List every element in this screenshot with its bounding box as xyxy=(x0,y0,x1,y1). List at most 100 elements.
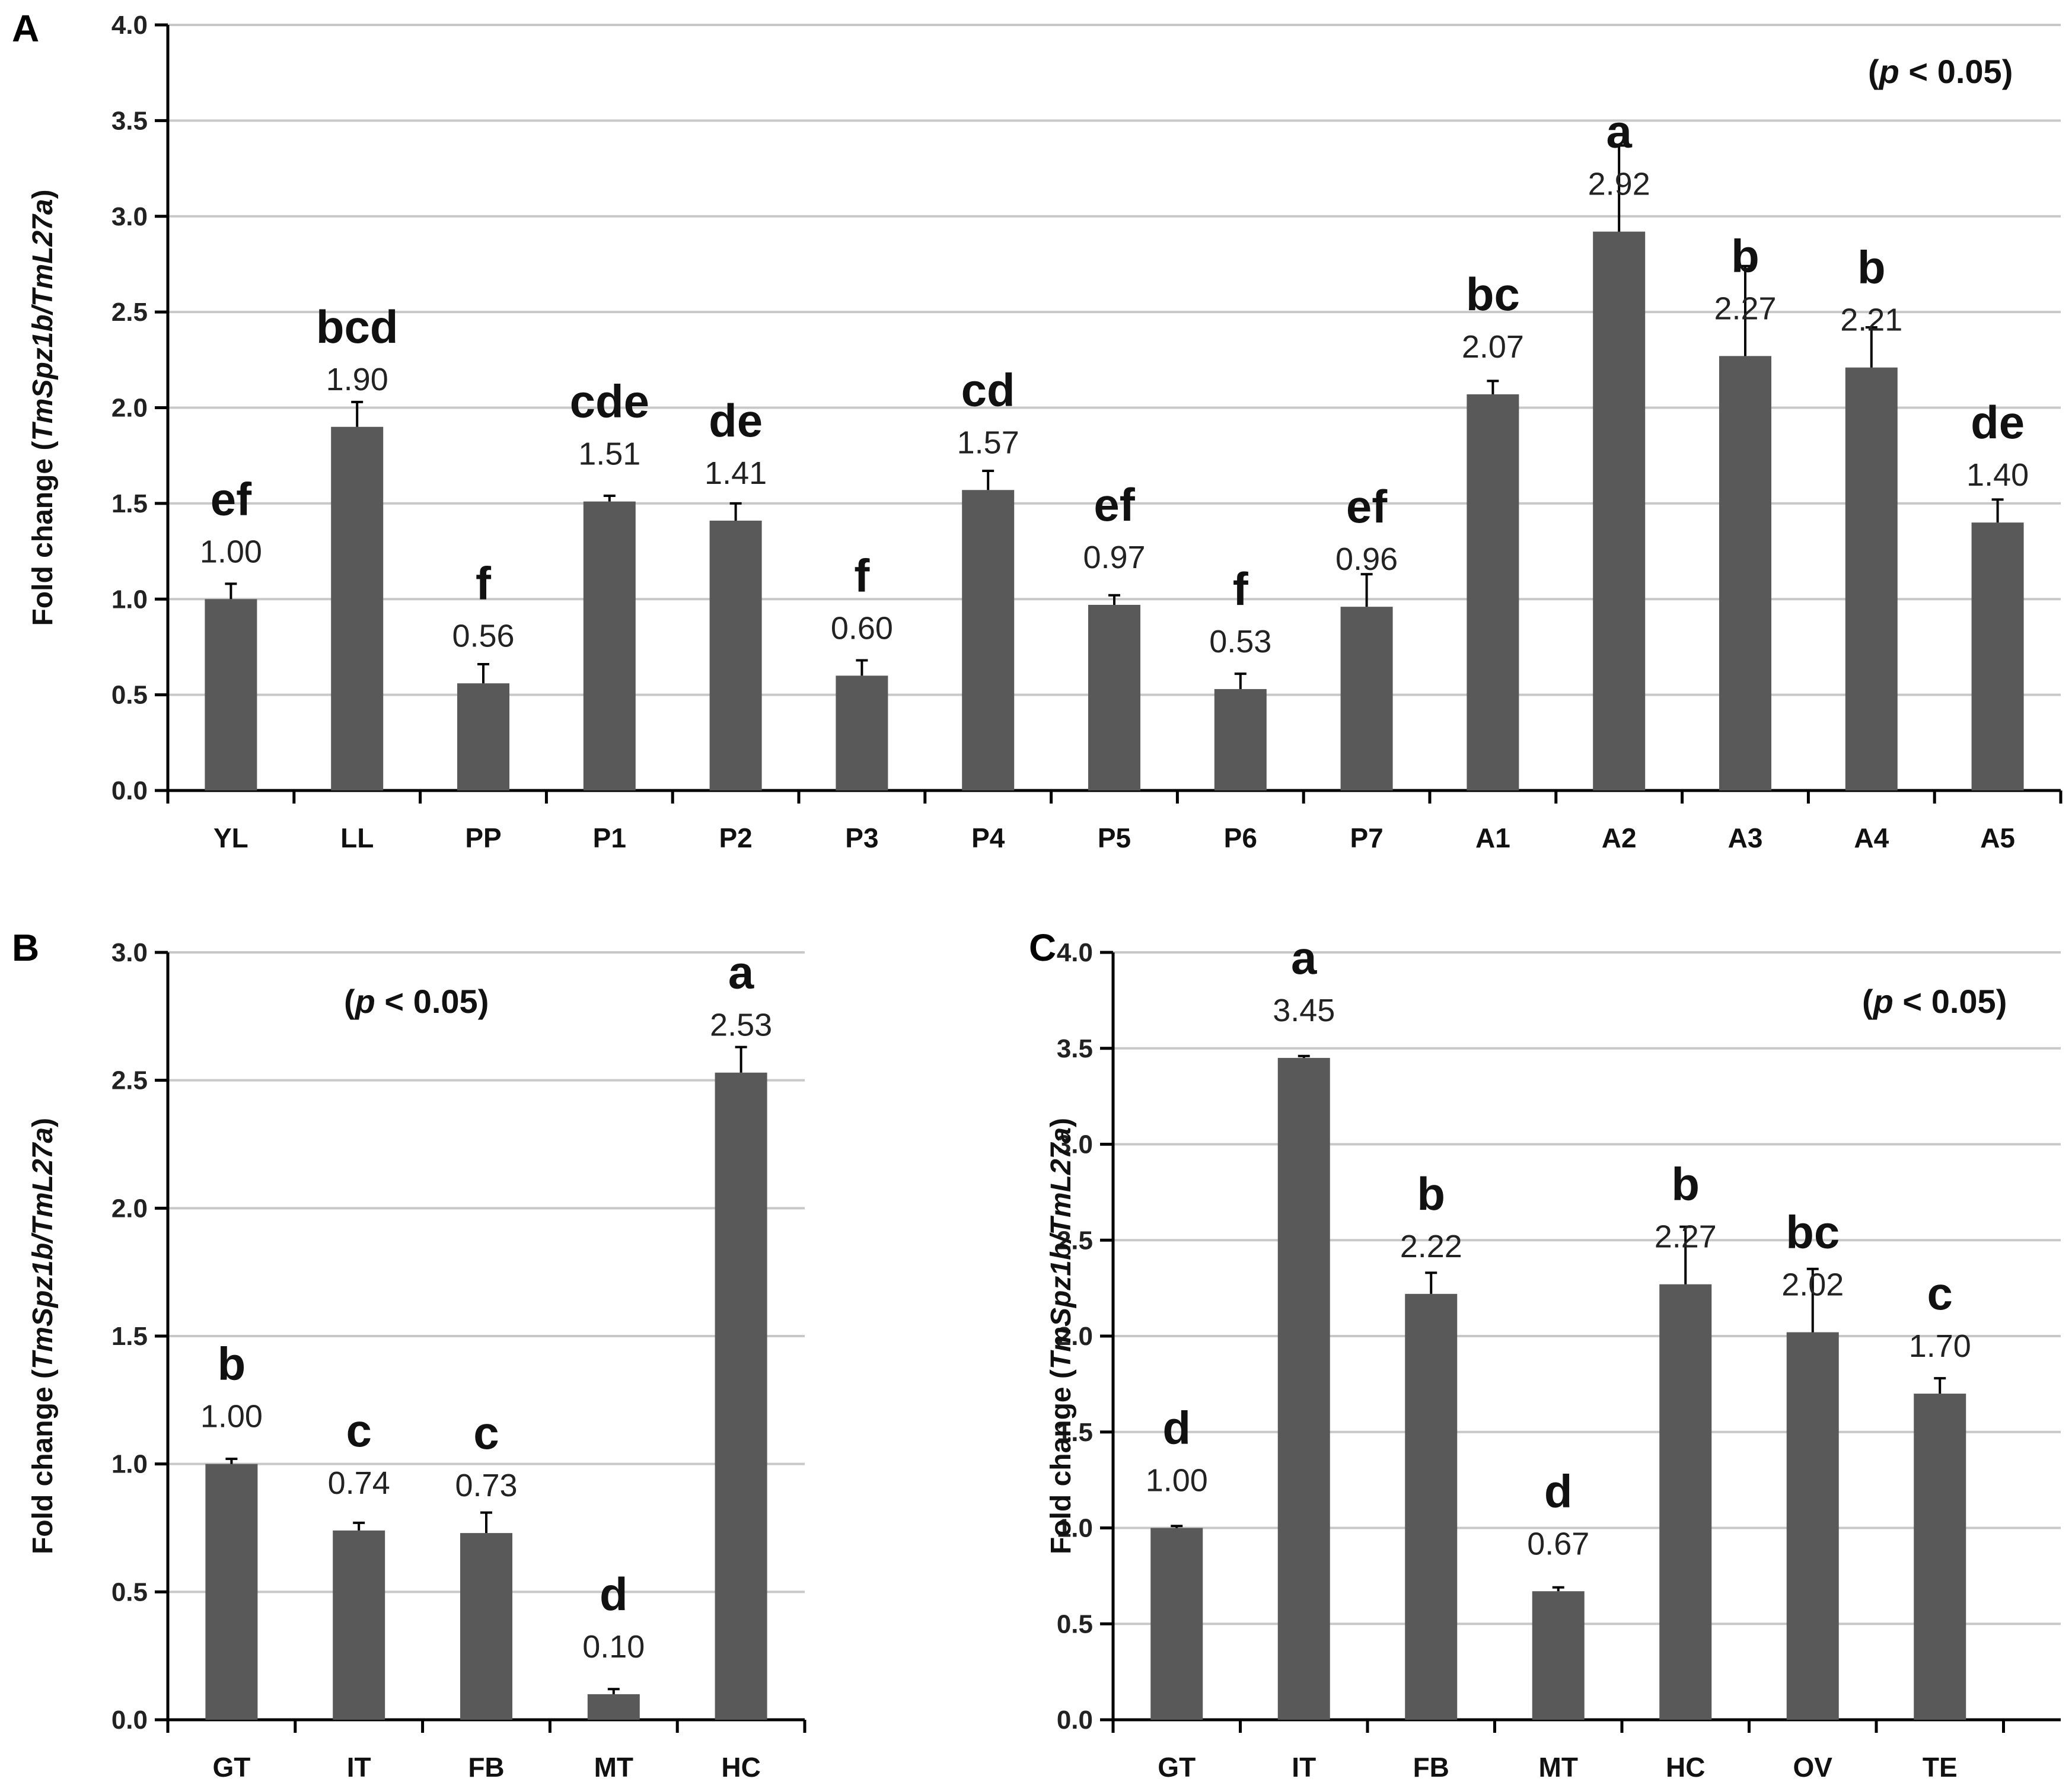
panel-label: A xyxy=(12,7,39,50)
y-tick-label: 3.5 xyxy=(1057,1034,1093,1063)
bar xyxy=(1593,231,1646,791)
significance-letter: b xyxy=(218,1338,246,1390)
data-label: 0.73 xyxy=(455,1468,517,1503)
bar xyxy=(460,1533,512,1720)
bar xyxy=(1088,604,1140,791)
data-label: 0.97 xyxy=(1083,540,1145,575)
significance-letter: d xyxy=(1162,1402,1191,1454)
x-tick-label: IT xyxy=(347,1752,371,1783)
y-axis-label: Fold change (TmSpz1b/TmL27a) xyxy=(27,189,59,626)
data-label: 0.67 xyxy=(1527,1526,1589,1561)
data-label: 1.57 xyxy=(957,425,1019,460)
significance-letter: f xyxy=(1233,563,1249,615)
y-tick-label: 0.5 xyxy=(111,681,148,710)
x-tick-label: HC xyxy=(721,1752,760,1783)
panel-a: A 0.0 0.5 1.0 1.5 2.0 2.5 3.0 3.5 4.0 1.00 ef YL 1.90… xyxy=(12,7,2063,853)
significance-letter: a xyxy=(1606,106,1633,158)
x-tick-label: A1 xyxy=(1475,823,1510,853)
data-label: 1.00 xyxy=(1146,1463,1208,1499)
x-tick-label: PP xyxy=(465,823,501,853)
y-tick-label: 3.5 xyxy=(111,106,148,135)
y-tick-label: 2.0 xyxy=(111,394,148,423)
panel-label: B xyxy=(12,926,39,969)
y-tick-label: 2.0 xyxy=(1057,1322,1093,1351)
significance-letter: f xyxy=(854,549,870,601)
significance-letter: de xyxy=(709,394,763,447)
x-tick-label: A4 xyxy=(1854,823,1889,853)
significance-letter: c xyxy=(473,1407,499,1459)
significance-letter: ef xyxy=(1346,480,1388,533)
bar xyxy=(1405,1293,1458,1720)
x-tick-label: YL xyxy=(213,823,248,853)
x-tick-label: P4 xyxy=(971,823,1005,853)
data-label: 1.51 xyxy=(578,436,640,472)
significance-letter: cde xyxy=(570,375,649,428)
data-label: 2.27 xyxy=(1714,291,1776,326)
bar xyxy=(1277,1057,1330,1720)
significance-letter: b xyxy=(1417,1168,1445,1220)
bar xyxy=(1467,394,1519,791)
y-tick-label: 2.5 xyxy=(1057,1226,1093,1255)
significance-letter: ef xyxy=(211,473,252,525)
y-tick-label: 1.5 xyxy=(111,1322,148,1351)
x-tick-label: P6 xyxy=(1224,823,1257,853)
x-tick-label: P1 xyxy=(593,823,626,853)
significance-letter: d xyxy=(600,1568,628,1620)
y-tick-label: 4.0 xyxy=(111,11,148,40)
bar xyxy=(1659,1284,1712,1720)
y-tick-label: 3.0 xyxy=(111,938,148,967)
significance-letter: de xyxy=(1971,396,2025,448)
significance-letter: c xyxy=(1927,1267,1953,1319)
significance-letter: a xyxy=(728,946,754,999)
y-tick-label: 2.0 xyxy=(111,1194,148,1223)
data-label: 0.10 xyxy=(582,1629,645,1665)
bar xyxy=(333,1530,385,1720)
y-tick-label: 0.0 xyxy=(111,776,148,805)
significance-letter: b xyxy=(1731,230,1759,282)
significance-letter: cd xyxy=(961,364,1015,416)
panel-c: C 0.0 0.5 1.0 1.5 2.0 2.5 3.0 3.5 4.0 1.00 d GT 3.45 a… xyxy=(1029,926,2061,1783)
significance-letter: b xyxy=(1671,1158,1700,1210)
bar xyxy=(205,599,257,791)
x-tick-label: GT xyxy=(212,1752,250,1783)
y-axis-label: Fold change (TmSpz1b/TmL27a) xyxy=(1045,1118,1077,1554)
y-tick-label: 3.0 xyxy=(1057,1130,1093,1159)
bar xyxy=(1340,607,1393,791)
bar xyxy=(1971,522,2024,791)
bar xyxy=(587,1694,640,1720)
bar xyxy=(457,683,509,791)
significance-letter: b xyxy=(1857,241,1886,294)
x-tick-label: IT xyxy=(1292,1752,1316,1783)
bar xyxy=(205,1464,258,1720)
x-tick-label: MT xyxy=(1539,1752,1578,1783)
x-tick-label: MT xyxy=(594,1752,633,1783)
y-tick-label: 0.5 xyxy=(111,1577,148,1607)
p-value-annotation: (p < 0.05) xyxy=(1868,53,2013,90)
y-tick-label: 2.5 xyxy=(111,298,148,327)
data-label: 2.22 xyxy=(1400,1229,1462,1264)
x-tick-label: HC xyxy=(1666,1752,1705,1783)
bar xyxy=(715,1072,767,1720)
significance-letter: ef xyxy=(1094,479,1135,531)
significance-letter: bcd xyxy=(316,301,399,353)
x-tick-label: OV xyxy=(1793,1752,1833,1783)
x-tick-label: P2 xyxy=(719,823,752,853)
y-tick-label: 0.0 xyxy=(1057,1706,1093,1735)
y-tick-label: 0.5 xyxy=(1057,1609,1093,1639)
data-label: 2.53 xyxy=(710,1008,772,1043)
significance-letter: f xyxy=(476,557,492,609)
data-label: 0.56 xyxy=(452,618,514,654)
data-label: 2.27 xyxy=(1655,1219,1717,1255)
bar xyxy=(1150,1528,1203,1720)
bar xyxy=(1719,356,1771,791)
p-value-annotation: (p < 0.05) xyxy=(344,983,489,1020)
y-tick-label: 2.5 xyxy=(111,1066,148,1095)
bar xyxy=(331,426,384,791)
significance-letter: c xyxy=(346,1404,372,1456)
p-value-annotation: (p < 0.05) xyxy=(1862,983,2007,1020)
x-tick-label: GT xyxy=(1158,1752,1196,1783)
x-tick-label: TE xyxy=(1923,1752,1958,1783)
bar xyxy=(1532,1591,1585,1720)
bar xyxy=(583,501,636,791)
